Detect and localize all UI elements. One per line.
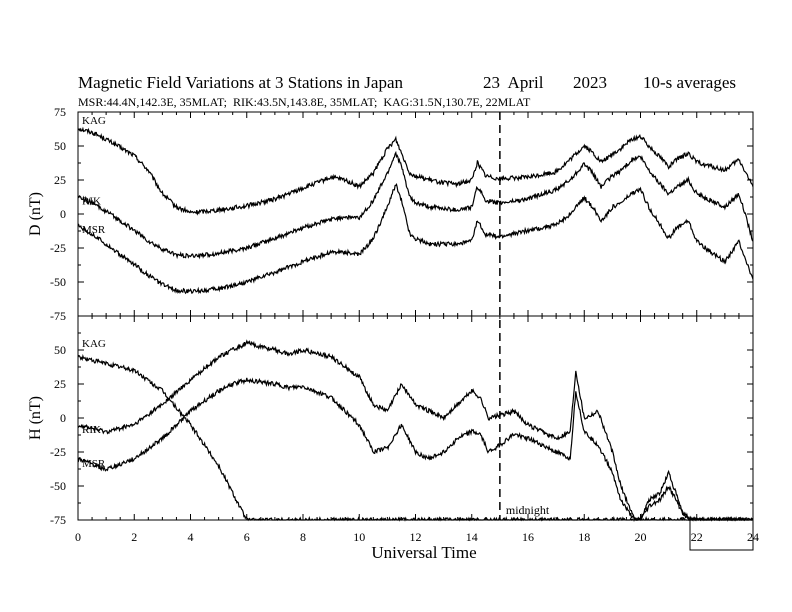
y-tick-label: -50 bbox=[50, 275, 66, 289]
y-tick-label: 0 bbox=[60, 411, 66, 425]
series-line-kag-d bbox=[77, 126, 754, 216]
y-tick-label: -25 bbox=[50, 241, 66, 255]
y-tick-label: 25 bbox=[54, 173, 66, 187]
y-tick-label: 25 bbox=[54, 377, 66, 391]
y-tick-label: -50 bbox=[50, 479, 66, 493]
x-tick-label: 18 bbox=[578, 530, 590, 544]
axis-ticks: 0 2 4 6 8 10 12 14 16 18 20 22 247550250-25-50-75502… bbox=[50, 105, 759, 544]
station-info: MSR:44.4N,142.3E, 35MLAT; RIK:43.5N,143.… bbox=[78, 95, 531, 109]
series-label-msr: MSR bbox=[82, 458, 106, 470]
y-tick-label: -25 bbox=[50, 445, 66, 459]
x-tick-label: 6 bbox=[244, 530, 250, 544]
series-label-rik: RIK bbox=[82, 195, 101, 207]
series-label-kag: KAG bbox=[82, 115, 106, 127]
x-tick-label: 4 bbox=[188, 530, 194, 544]
x-tick-label: 20 bbox=[635, 530, 647, 544]
chart-averaging: 10-s averages bbox=[643, 73, 736, 92]
series-label-msr: MSR bbox=[82, 224, 106, 236]
y-tick-label: 50 bbox=[54, 343, 66, 357]
series-labels: KAG RIK MSR KAG RIK MSR bbox=[82, 115, 106, 470]
chart-year: 2023 bbox=[573, 73, 607, 92]
series-line-rik-h bbox=[77, 339, 753, 523]
x-tick-label: 2 bbox=[131, 530, 137, 544]
x-tick-label: 24 bbox=[747, 530, 759, 544]
y-tick-label: 75 bbox=[54, 105, 66, 119]
x-tick-label: 22 bbox=[691, 530, 703, 544]
panel-d-ylabel: D (nT) bbox=[27, 192, 44, 236]
panel-h-ylabel: H (nT) bbox=[27, 396, 44, 440]
y-tick-label: -75 bbox=[50, 513, 66, 527]
x-axis-label: Universal Time bbox=[371, 543, 476, 562]
y-tick-label: 50 bbox=[54, 139, 66, 153]
series-label-rik: RIK bbox=[82, 424, 101, 436]
series-layer bbox=[77, 126, 754, 523]
x-tick-label: 0 bbox=[75, 530, 81, 544]
y-tick-label: -75 bbox=[50, 309, 66, 323]
x-tick-label: 10 bbox=[353, 530, 365, 544]
midnight-label: midnight bbox=[506, 503, 550, 517]
series-line-msr-d bbox=[77, 182, 754, 295]
series-line-rik-d bbox=[77, 150, 754, 260]
x-tick-label: 14 bbox=[466, 530, 478, 544]
chart-date: 23 April bbox=[483, 73, 544, 92]
series-line-kag-h bbox=[77, 353, 754, 522]
series-label-kag: KAG bbox=[82, 338, 106, 350]
y-tick-label: 0 bbox=[60, 207, 66, 221]
x-tick-label: 8 bbox=[300, 530, 306, 544]
panel-h-frame bbox=[77, 315, 754, 521]
chart-title: Magnetic Field Variations at 3 Stations … bbox=[78, 73, 404, 92]
x-tick-label: 16 bbox=[522, 530, 534, 544]
x-tick-label: 12 bbox=[410, 530, 422, 544]
series-line-msr-h bbox=[77, 377, 754, 522]
